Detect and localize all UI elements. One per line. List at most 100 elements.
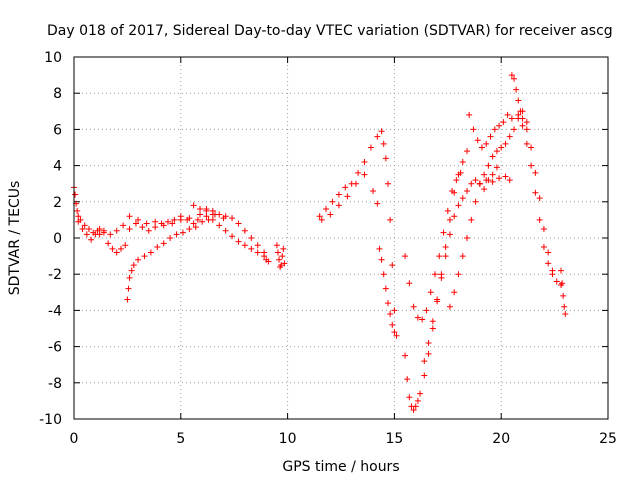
data-point <box>248 245 255 252</box>
series-15 <box>446 108 530 310</box>
data-point <box>410 303 417 310</box>
data-point <box>464 148 471 155</box>
data-points <box>71 72 569 413</box>
data-point <box>549 267 556 274</box>
data-point <box>483 140 490 147</box>
data-point <box>414 314 421 321</box>
data-point <box>109 245 116 252</box>
data-point <box>75 218 82 225</box>
data-point <box>511 75 518 82</box>
data-point <box>139 224 146 231</box>
data-point <box>222 213 229 220</box>
data-point <box>466 111 473 118</box>
data-point <box>502 173 509 180</box>
series-4 <box>124 216 212 303</box>
data-point <box>496 175 503 182</box>
data-point <box>493 148 500 155</box>
data-point <box>192 224 199 231</box>
data-point <box>459 195 466 202</box>
x-tick-label: 10 <box>279 431 297 447</box>
data-point <box>132 220 139 227</box>
data-point <box>235 220 242 227</box>
data-point <box>459 158 466 165</box>
data-point <box>203 213 210 220</box>
data-point <box>519 122 526 129</box>
data-point <box>561 303 568 310</box>
data-point <box>483 177 490 184</box>
data-point <box>387 216 394 223</box>
data-point <box>241 227 248 234</box>
y-tick-label: -6 <box>48 340 62 356</box>
data-point <box>515 97 522 104</box>
series-5 <box>126 206 216 234</box>
data-point <box>558 267 565 274</box>
data-point <box>374 200 381 207</box>
data-point <box>515 111 522 118</box>
data-point <box>468 216 475 223</box>
plot-frame <box>73 56 609 420</box>
data-point <box>184 216 191 223</box>
data-point <box>476 180 483 187</box>
data-point <box>125 285 132 292</box>
data-point <box>160 240 167 247</box>
data-point <box>493 164 500 171</box>
data-point <box>438 274 445 281</box>
data-point <box>481 186 488 193</box>
data-point <box>506 177 513 184</box>
data-point <box>429 318 436 325</box>
data-point <box>442 244 449 251</box>
data-point <box>323 206 330 213</box>
data-point <box>464 235 471 241</box>
x-tick-label: 15 <box>385 431 403 447</box>
data-point <box>540 225 547 232</box>
data-point <box>145 227 152 234</box>
x-axis-label: GPS time / hours <box>282 459 399 475</box>
y-tick-label: 8 <box>53 86 62 102</box>
data-point <box>491 126 498 133</box>
data-point <box>485 162 492 169</box>
x-tick-label: 0 <box>70 431 79 447</box>
data-point <box>327 211 334 218</box>
data-point <box>511 126 518 133</box>
x-tick-label: 20 <box>492 431 510 447</box>
series-14 <box>421 164 500 365</box>
data-point <box>190 220 197 227</box>
data-point <box>374 133 381 140</box>
data-point <box>152 224 159 231</box>
data-point <box>378 128 385 135</box>
series-19 <box>515 111 556 274</box>
data-point <box>470 126 477 133</box>
data-point <box>489 178 496 185</box>
data-point <box>100 227 107 234</box>
data-point <box>455 271 462 278</box>
data-point <box>147 249 154 256</box>
data-point <box>513 86 520 93</box>
data-point <box>120 222 127 229</box>
data-point <box>412 403 419 410</box>
data-point <box>417 390 424 397</box>
data-point <box>171 216 178 223</box>
data-point <box>203 207 210 214</box>
data-point <box>197 211 204 218</box>
data-point <box>376 245 383 252</box>
data-point <box>389 321 396 328</box>
data-point <box>421 358 428 365</box>
data-point <box>72 191 79 198</box>
data-point <box>209 211 216 218</box>
data-point <box>194 216 201 223</box>
data-point <box>92 231 99 238</box>
data-point <box>545 249 552 256</box>
data-point <box>216 211 223 218</box>
data-point <box>164 218 171 225</box>
data-point <box>126 225 133 232</box>
data-point <box>444 207 451 214</box>
data-point <box>274 249 281 256</box>
data-point <box>442 253 449 260</box>
data-point <box>455 202 462 209</box>
series-17 <box>476 173 513 187</box>
chart-title: Day 018 of 2017, Sidereal Day-to-day VTE… <box>47 23 613 39</box>
data-point <box>446 216 453 223</box>
data-point <box>382 285 389 292</box>
data-point <box>536 216 543 223</box>
data-point <box>440 229 447 236</box>
